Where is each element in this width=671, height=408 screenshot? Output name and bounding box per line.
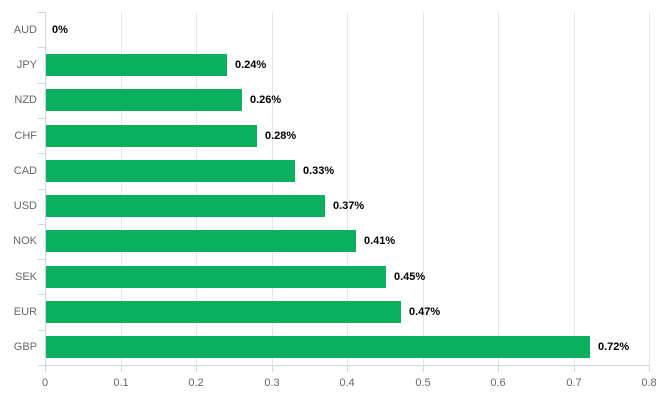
y-axis-tick: [38, 365, 45, 366]
value-label-aud: 0%: [52, 24, 68, 36]
bar-sek[interactable]: [46, 266, 386, 288]
value-label-jpy: 0.24%: [235, 59, 267, 71]
gridline: [347, 12, 348, 365]
value-label-chf: 0.28%: [265, 130, 297, 142]
y-axis-tick: [38, 259, 45, 260]
y-axis-tick: [38, 118, 45, 119]
category-label-usd: USD: [13, 200, 37, 212]
y-axis-tick: [38, 83, 45, 84]
x-axis-tick: [45, 366, 46, 372]
category-label-aud: AUD: [13, 24, 37, 36]
bar-nzd[interactable]: [46, 89, 242, 111]
x-axis-label: 0.2: [188, 377, 204, 389]
x-axis-line: [45, 365, 650, 366]
value-label-gbp: 0.72%: [598, 341, 630, 353]
bar-eur[interactable]: [46, 301, 401, 323]
value-label-cad: 0.33%: [303, 165, 335, 177]
x-axis-tick: [347, 366, 348, 372]
category-label-sek: SEK: [14, 271, 37, 283]
category-label-jpy: JPY: [16, 59, 37, 71]
category-label-gbp: GBP: [13, 341, 37, 353]
bar-cad[interactable]: [46, 160, 295, 182]
category-label-eur: EUR: [13, 306, 37, 318]
y-axis-tick: [38, 294, 45, 295]
category-label-cad: CAD: [13, 165, 37, 177]
gridline: [649, 12, 650, 365]
x-axis-tick: [272, 366, 273, 372]
x-axis-tick: [574, 366, 575, 372]
value-label-eur: 0.47%: [409, 306, 441, 318]
x-axis-label: 0.6: [490, 377, 506, 389]
bar-jpy[interactable]: [46, 54, 227, 76]
value-label-sek: 0.45%: [394, 271, 426, 283]
y-axis-tick: [38, 224, 45, 225]
bar-usd[interactable]: [46, 195, 325, 217]
gridline: [196, 12, 197, 365]
x-axis-tick: [196, 366, 197, 372]
x-axis-label: 0: [41, 377, 49, 389]
x-axis-tick: [423, 366, 424, 372]
y-axis-tick: [38, 153, 45, 154]
x-axis-tick: [498, 366, 499, 372]
gridline: [272, 12, 273, 365]
bar-gbp[interactable]: [46, 336, 590, 358]
gridline: [121, 12, 122, 365]
value-label-usd: 0.37%: [333, 200, 365, 212]
category-label-nok: NOK: [13, 235, 37, 247]
value-label-nok: 0.41%: [364, 235, 396, 247]
gridline: [574, 12, 575, 365]
y-axis-tick: [38, 47, 45, 48]
x-axis-tick: [649, 366, 650, 372]
y-axis-line: [45, 12, 46, 365]
x-axis-label: 0.8: [641, 377, 657, 389]
bar-chf[interactable]: [46, 125, 257, 147]
x-axis-label: 0.1: [113, 377, 129, 389]
y-axis-tick: [38, 189, 45, 190]
x-axis-label: 0.4: [339, 377, 355, 389]
x-axis-label: 0.5: [415, 377, 431, 389]
category-label-chf: CHF: [14, 130, 37, 142]
gridline: [498, 12, 499, 365]
value-label-nzd: 0.26%: [250, 94, 282, 106]
x-axis-label: 0.7: [566, 377, 582, 389]
category-label-nzd: NZD: [14, 94, 37, 106]
x-axis-tick: [121, 366, 122, 372]
gridline: [423, 12, 424, 365]
y-axis-tick: [38, 330, 45, 331]
y-axis-tick: [38, 12, 45, 13]
x-axis-label: 0.3: [264, 377, 280, 389]
bar-nok[interactable]: [46, 230, 356, 252]
